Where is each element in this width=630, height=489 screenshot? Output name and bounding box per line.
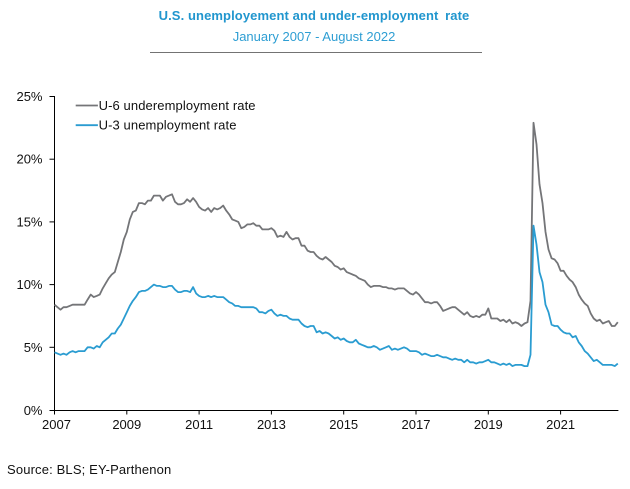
svg-text:15%: 15% (16, 214, 42, 229)
svg-text:U-6 underemployment rate: U-6 underemployment rate (99, 98, 256, 113)
svg-text:2021: 2021 (546, 417, 575, 432)
svg-text:2011: 2011 (185, 417, 213, 432)
svg-text:2015: 2015 (329, 417, 358, 432)
svg-text:5%: 5% (24, 340, 43, 355)
svg-text:10%: 10% (16, 277, 42, 292)
svg-text:2009: 2009 (112, 417, 141, 432)
svg-text:2017: 2017 (402, 417, 431, 432)
svg-text:20%: 20% (16, 152, 42, 167)
svg-text:25%: 25% (16, 89, 42, 104)
svg-text:0%: 0% (24, 403, 43, 418)
svg-text:U-3 unemployment rate: U-3 unemployment rate (99, 118, 237, 133)
svg-text:2007: 2007 (42, 417, 71, 432)
svg-text:2013: 2013 (257, 417, 286, 432)
svg-text:2019: 2019 (474, 417, 503, 432)
